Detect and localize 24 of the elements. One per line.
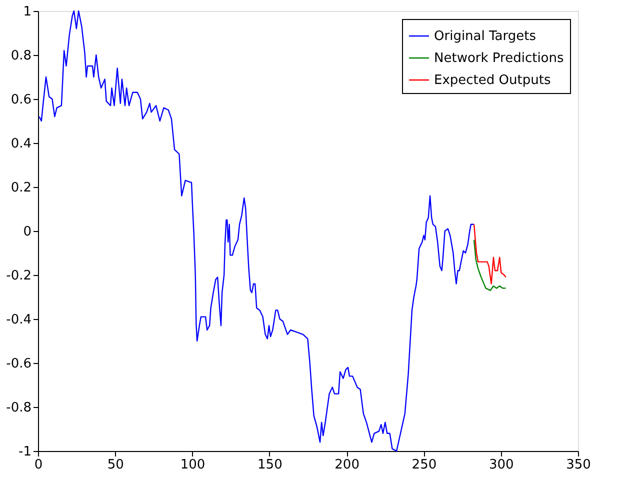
y-tick-label: 0.6 bbox=[10, 92, 32, 108]
y-tick-label: -0.4 bbox=[6, 312, 32, 328]
y-tick-label: 0.8 bbox=[10, 48, 32, 64]
y-tick-label: -0.8 bbox=[6, 400, 32, 416]
y-tick-label: -0.6 bbox=[6, 356, 32, 372]
x-tick-label: 300 bbox=[488, 458, 514, 472]
y-tick-label: 0.2 bbox=[10, 180, 32, 196]
line-series bbox=[473, 224, 506, 284]
x-tick-label: 250 bbox=[412, 458, 437, 472]
x-tick-label: 0 bbox=[34, 458, 43, 472]
legend-label: Network Predictions bbox=[434, 51, 564, 66]
x-tick-label: 200 bbox=[334, 458, 360, 472]
y-tick-label: -0.2 bbox=[6, 268, 32, 284]
legend-label: Original Targets bbox=[434, 29, 536, 44]
x-tick-label: 50 bbox=[107, 458, 124, 472]
x-tick-label: 100 bbox=[180, 458, 206, 472]
line-series bbox=[473, 239, 506, 291]
x-tick-label: 150 bbox=[258, 458, 282, 472]
legend-label: Expected Outputs bbox=[434, 73, 551, 88]
x-tick-label: 350 bbox=[566, 458, 591, 472]
y-tick-label: 1 bbox=[23, 4, 32, 20]
y-tick-label: 0.4 bbox=[10, 136, 32, 152]
y-tick-label: -1 bbox=[18, 444, 32, 460]
y-tick-label: 0 bbox=[23, 224, 32, 240]
